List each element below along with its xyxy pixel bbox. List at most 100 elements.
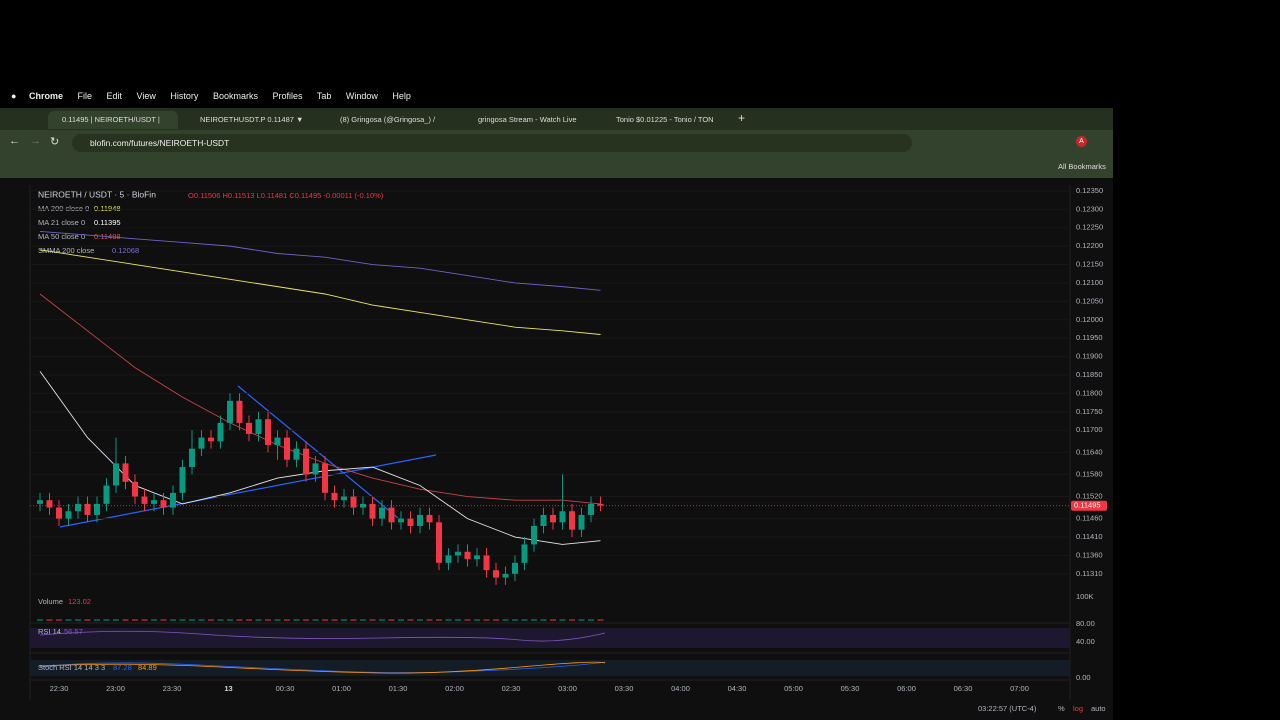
clock: 03:22:57 (UTC-4) bbox=[978, 704, 1037, 713]
menu-item[interactable]: Edit bbox=[106, 91, 123, 101]
candle-body bbox=[331, 492, 338, 501]
candle-body bbox=[436, 522, 442, 563]
volume-bar bbox=[75, 619, 81, 621]
volume-bar bbox=[521, 619, 528, 621]
stoch-value: 87.28 bbox=[113, 663, 132, 672]
indicator-label: MA 200 close 0 bbox=[38, 204, 89, 213]
volume-bar bbox=[113, 619, 119, 621]
forward-button[interactable]: → bbox=[30, 135, 41, 147]
candle-body bbox=[426, 514, 433, 523]
candle-body bbox=[464, 551, 471, 560]
volume-bar bbox=[198, 619, 205, 621]
percent-toggle[interactable]: % bbox=[1058, 704, 1065, 713]
rsi-value: 56.57 bbox=[64, 627, 83, 636]
profile[interactable]: A bbox=[1076, 136, 1087, 147]
volume-bar bbox=[46, 619, 53, 621]
rsi-band bbox=[30, 628, 1070, 648]
volume-bar bbox=[284, 619, 290, 621]
y-tick-label: 0.11850 bbox=[1076, 370, 1103, 379]
reload-button[interactable]: ↻ bbox=[50, 136, 60, 148]
candle-body bbox=[122, 463, 129, 482]
toolbar: ← → ↻ blofin.com/futures/NEIROETH-USDT A bbox=[0, 130, 1113, 156]
menu-item[interactable]: Bookmarks bbox=[212, 91, 258, 101]
volume-bar bbox=[132, 619, 138, 621]
y-tick-label: 0.11800 bbox=[1076, 388, 1103, 397]
apple[interactable]: ● bbox=[11, 91, 17, 101]
menu-item[interactable]: Chrome bbox=[28, 91, 63, 101]
tab[interactable]: NEIROETHUSDT.P 0.11487 ▼ bbox=[200, 115, 304, 124]
candle-body bbox=[350, 496, 357, 508]
x-tick-label: 04:00 bbox=[671, 684, 690, 693]
volume-bar bbox=[322, 619, 328, 621]
volume-bar bbox=[94, 619, 100, 621]
volume-bar bbox=[426, 619, 433, 621]
menu-item[interactable]: Profiles bbox=[272, 91, 303, 101]
y-tick-label: 0.12100 bbox=[1076, 278, 1103, 287]
y-tick-label: 0.11520 bbox=[1076, 492, 1103, 501]
y-tick-label: 0.11700 bbox=[1076, 425, 1103, 434]
new-tab[interactable]: + bbox=[738, 111, 746, 125]
y-tick-label: 0.11460 bbox=[1076, 514, 1103, 523]
candle-body bbox=[379, 507, 385, 519]
x-tick-label: 06:30 bbox=[954, 684, 973, 693]
candle-body bbox=[189, 448, 195, 468]
volume-bar bbox=[531, 619, 537, 621]
x-tick-label: 13 bbox=[224, 684, 232, 693]
tab[interactable]: (8) Gringosa (@Gringosa_) / bbox=[340, 115, 436, 124]
stoch-value: 84.89 bbox=[138, 663, 157, 672]
x-tick-label: 03:30 bbox=[615, 684, 634, 693]
x-tick-label: 22:30 bbox=[50, 684, 69, 693]
candle-body bbox=[388, 507, 395, 523]
candle-body bbox=[132, 481, 138, 497]
candle-body bbox=[265, 419, 271, 445]
x-tick-label: 02:30 bbox=[502, 684, 521, 693]
auto-toggle[interactable]: auto bbox=[1091, 704, 1106, 713]
menu-item[interactable]: History bbox=[170, 91, 199, 101]
candle-body bbox=[37, 500, 43, 504]
ma-line bbox=[39, 249, 601, 335]
address-bar[interactable]: blofin.com/futures/NEIROETH-USDT bbox=[72, 134, 912, 152]
candle-body bbox=[103, 485, 110, 504]
candle-body bbox=[227, 400, 233, 423]
volume-bar bbox=[103, 619, 110, 621]
menu-item[interactable]: Tab bbox=[316, 91, 332, 101]
log-toggle[interactable]: log bbox=[1073, 704, 1083, 713]
tab[interactable]: Tonio $0.01225 - Tonio / TON bbox=[616, 115, 714, 124]
candle-body bbox=[151, 500, 157, 504]
volume-bar bbox=[350, 619, 357, 621]
back-button[interactable]: ← bbox=[9, 135, 20, 147]
tab[interactable]: gringosa Stream - Watch Live bbox=[478, 115, 577, 124]
volume-bar bbox=[274, 619, 281, 621]
volume-bar bbox=[407, 619, 414, 621]
volume-bar bbox=[512, 619, 518, 621]
menu-item[interactable]: Help bbox=[392, 91, 411, 101]
candle-body bbox=[445, 555, 452, 563]
menu-bar: ● Chrome File Edit View History Bookmark… bbox=[0, 91, 1280, 108]
menu-item[interactable]: File bbox=[77, 91, 92, 101]
volume-bar bbox=[84, 619, 91, 621]
volume-bar bbox=[569, 619, 575, 621]
candle-body bbox=[550, 514, 556, 523]
y-tick-label: 0.11750 bbox=[1076, 407, 1103, 416]
tab[interactable]: 0.11495 | NEIROETH/USDT | bbox=[48, 111, 178, 129]
candle-body bbox=[483, 555, 490, 571]
volume-value: 123.02 bbox=[68, 597, 91, 606]
ma-line bbox=[39, 230, 601, 291]
x-tick-label: 07:00 bbox=[1010, 684, 1029, 693]
stoch-d bbox=[39, 661, 606, 674]
candle-body bbox=[341, 496, 347, 501]
candle-body bbox=[255, 419, 262, 434]
candle-body bbox=[417, 514, 423, 526]
menu-item[interactable]: View bbox=[136, 91, 156, 101]
candle-body bbox=[312, 463, 319, 475]
volume-bar bbox=[246, 619, 252, 621]
all-bookmarks[interactable]: All Bookmarks bbox=[1058, 162, 1106, 171]
rsi-line bbox=[39, 630, 606, 642]
y-tick-label: 0.12150 bbox=[1076, 260, 1103, 269]
candle-body bbox=[284, 437, 290, 460]
menu-item[interactable]: Window bbox=[345, 91, 378, 101]
candle-body bbox=[369, 503, 376, 519]
volume-bar bbox=[502, 619, 509, 621]
candle-body bbox=[113, 463, 119, 486]
volume-bar bbox=[445, 619, 452, 621]
